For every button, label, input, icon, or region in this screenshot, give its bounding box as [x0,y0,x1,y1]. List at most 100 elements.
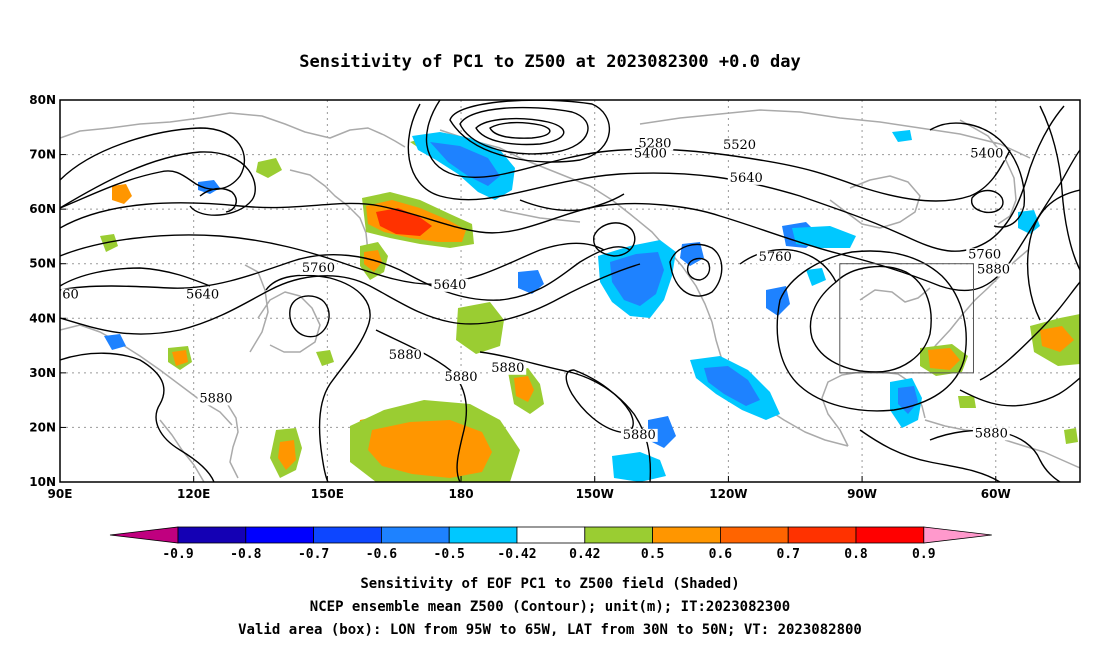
lon-tick-label: 150W [576,487,614,501]
lon-tick-label: 120E [177,487,210,501]
contour-label-bg [966,248,1004,262]
shade-blue-canada-ne [792,226,856,248]
colorbar-segment [380,526,450,544]
valid-area-box [839,263,974,374]
contour-atlantic-north [1039,105,1080,271]
shade-green-far-east [1064,428,1078,444]
contour-label-bg [632,147,669,161]
contour-label: 5640 [186,288,219,303]
colorbar-segment [177,526,247,544]
colorbar-segment [448,526,518,544]
contour-label: 5760 [759,250,792,265]
contour-mexico-high [565,369,634,433]
lon-tick-label: 90E [48,487,73,501]
colorbar-min-arrow [109,526,179,544]
contour-asia-trough [199,187,237,213]
contour-label-bg [727,171,765,185]
contour-label-bg [60,288,81,302]
coast-arctic-canada [639,109,1031,159]
colorbar-segment [245,526,315,544]
colorbar-label: -0.8 [230,547,261,562]
lon-tick-label: 90W [847,487,877,501]
contour-5760-pacific [60,246,631,301]
coast-japan [257,291,321,353]
contour-aleutian-low [669,243,723,297]
lon-tick-label: 180 [449,487,474,501]
contour-caribbean-b [859,429,1001,482]
colorbar-label: 0.42 [569,547,600,562]
contour-label: 5760 [302,261,335,276]
contour-siberia-ridge [60,267,211,287]
contour-atlantic-high [959,377,1080,407]
shade-orange-japan-sea [364,250,382,272]
colorbar-label: -0.42 [497,547,536,562]
shade-blue-gulf-alaska-core [610,252,664,306]
caption-line-2: NCEP ensemble mean Z500 (Contour); unit(… [310,599,790,615]
contour-label-bg [184,288,221,302]
coast-okhotsk-kamchatka [289,169,369,253]
contour-label-bg [620,428,658,442]
map-panel: 5280540055205400564057605760588055205640… [29,93,1081,501]
contour-newfoundland [970,189,1004,214]
map-frame [59,99,1081,483]
lon-tick-label: 150E [311,487,344,501]
contour-label: 5760 [46,288,79,303]
contour-5520-main [425,100,1011,202]
shade-red-okhotsk [376,208,432,236]
contour-labels: 5280540055205400564057605760588055205640… [46,136,1012,443]
lat-tick-label: 70N [29,148,56,162]
shade-blue-tropical-east [612,452,666,482]
contour-atlantic-ridge [979,281,1080,381]
colorbar-label: 0.9 [912,547,935,562]
contour-north-pacific-a [265,274,371,482]
contour-label: 5520 [723,138,756,153]
contour-label-bg [386,349,424,363]
colorbar-segment [584,526,653,544]
coast-hudson-bay [829,175,921,229]
shade-green-kamchatka [256,158,282,178]
colorbar: -0.9 -0.8 -0.7 -0.6 -0.5 -0.42 0.42 0.5 0.6 0.7 0.… [109,526,992,562]
contour-us-high [809,265,932,373]
contour-label: 5640 [433,278,466,293]
shade-blue-ne-pacific [518,270,544,294]
shade-blue-mexico-pacific-core [704,366,760,406]
contour-label: 5400 [634,146,667,161]
lat-tick-label: 50N [29,257,56,271]
shade-orange-south-china [172,350,188,366]
contour-caribbean-a [929,429,1061,482]
contour-5400-ring [459,106,589,155]
shade-orange-tropical-pacific-core [368,420,492,478]
shade-green-atlantic-sub [958,396,976,408]
shade-orange-atlantic-east [1040,326,1074,352]
contour-5400-west [60,127,245,209]
colorbar-segment [855,526,925,544]
figure-title: Sensitivity of PC1 to Z500 at 2023082300… [299,52,801,72]
colorbar-segment [787,526,857,544]
graticule [60,100,1080,482]
contour-japan-high [289,295,330,338]
colorbar-label: -0.9 [162,547,193,562]
captions: Sensitivity of EOF PC1 to Z500 field (Sh… [238,576,862,638]
shade-orange-southeast-us [928,348,960,370]
shade-blue-greenland-north [892,130,912,142]
shade-green-central-pacific [456,302,504,354]
lon-tick-label: 120W [709,487,747,501]
contour-label: 5880 [199,391,232,406]
coast-indochina [159,419,205,482]
colorbar-segment [516,526,586,544]
lat-tick-label: 40N [29,311,56,325]
shade-blue-rockies-2 [806,268,826,286]
longitude-ticks: 90E 120E 150E 180 150W 120W 90W 60W [48,476,1011,501]
coast-great-lakes [859,287,931,303]
contour-label: 5400 [970,146,1003,161]
colorbar-label: 0.8 [844,547,868,562]
contour-5880-pacific [60,263,641,335]
colorbar-label: -0.7 [298,547,329,562]
contour-label: 5640 [730,171,763,186]
lat-tick-label: 30N [29,366,56,380]
coast-aleutians [499,209,581,223]
coast-siberia-north [60,112,406,148]
contour-label-bg [975,263,1012,277]
colorbar-segment [652,526,721,544]
shade-blue-east-asia [104,334,126,350]
